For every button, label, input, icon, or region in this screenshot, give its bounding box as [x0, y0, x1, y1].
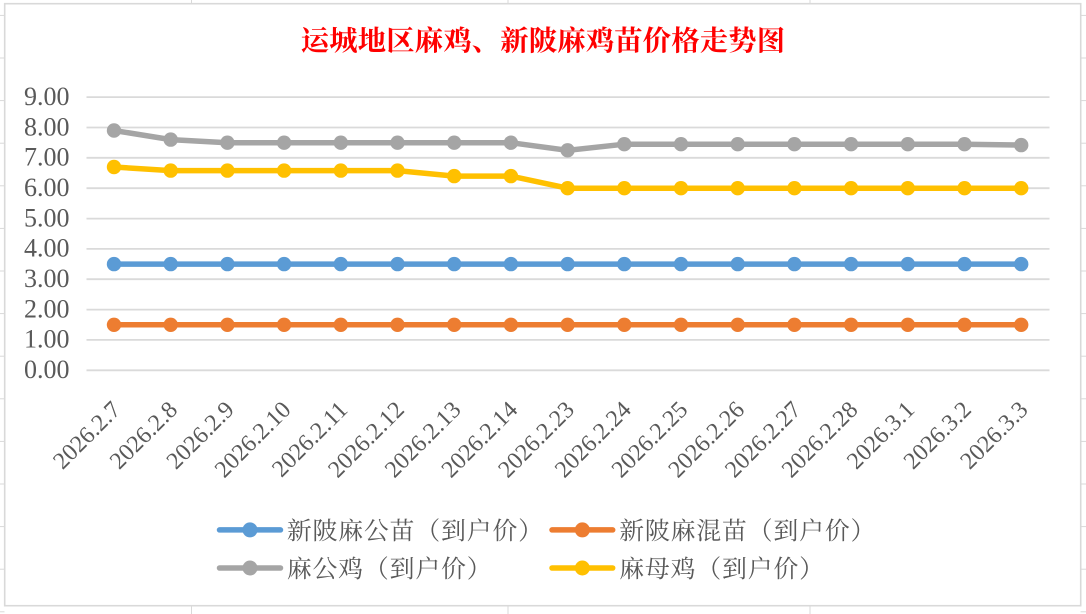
- svg-text:8.00: 8.00: [24, 112, 70, 141]
- svg-text:7.00: 7.00: [24, 143, 70, 172]
- svg-text:3.00: 3.00: [24, 264, 70, 293]
- svg-text:5.00: 5.00: [24, 203, 70, 232]
- svg-text:4.00: 4.00: [24, 234, 70, 263]
- svg-text:9.00: 9.00: [24, 82, 70, 111]
- svg-text:0.00: 0.00: [24, 355, 70, 384]
- svg-text:1.00: 1.00: [24, 325, 70, 354]
- svg-text:2.00: 2.00: [24, 294, 70, 323]
- svg-text:6.00: 6.00: [24, 173, 70, 202]
